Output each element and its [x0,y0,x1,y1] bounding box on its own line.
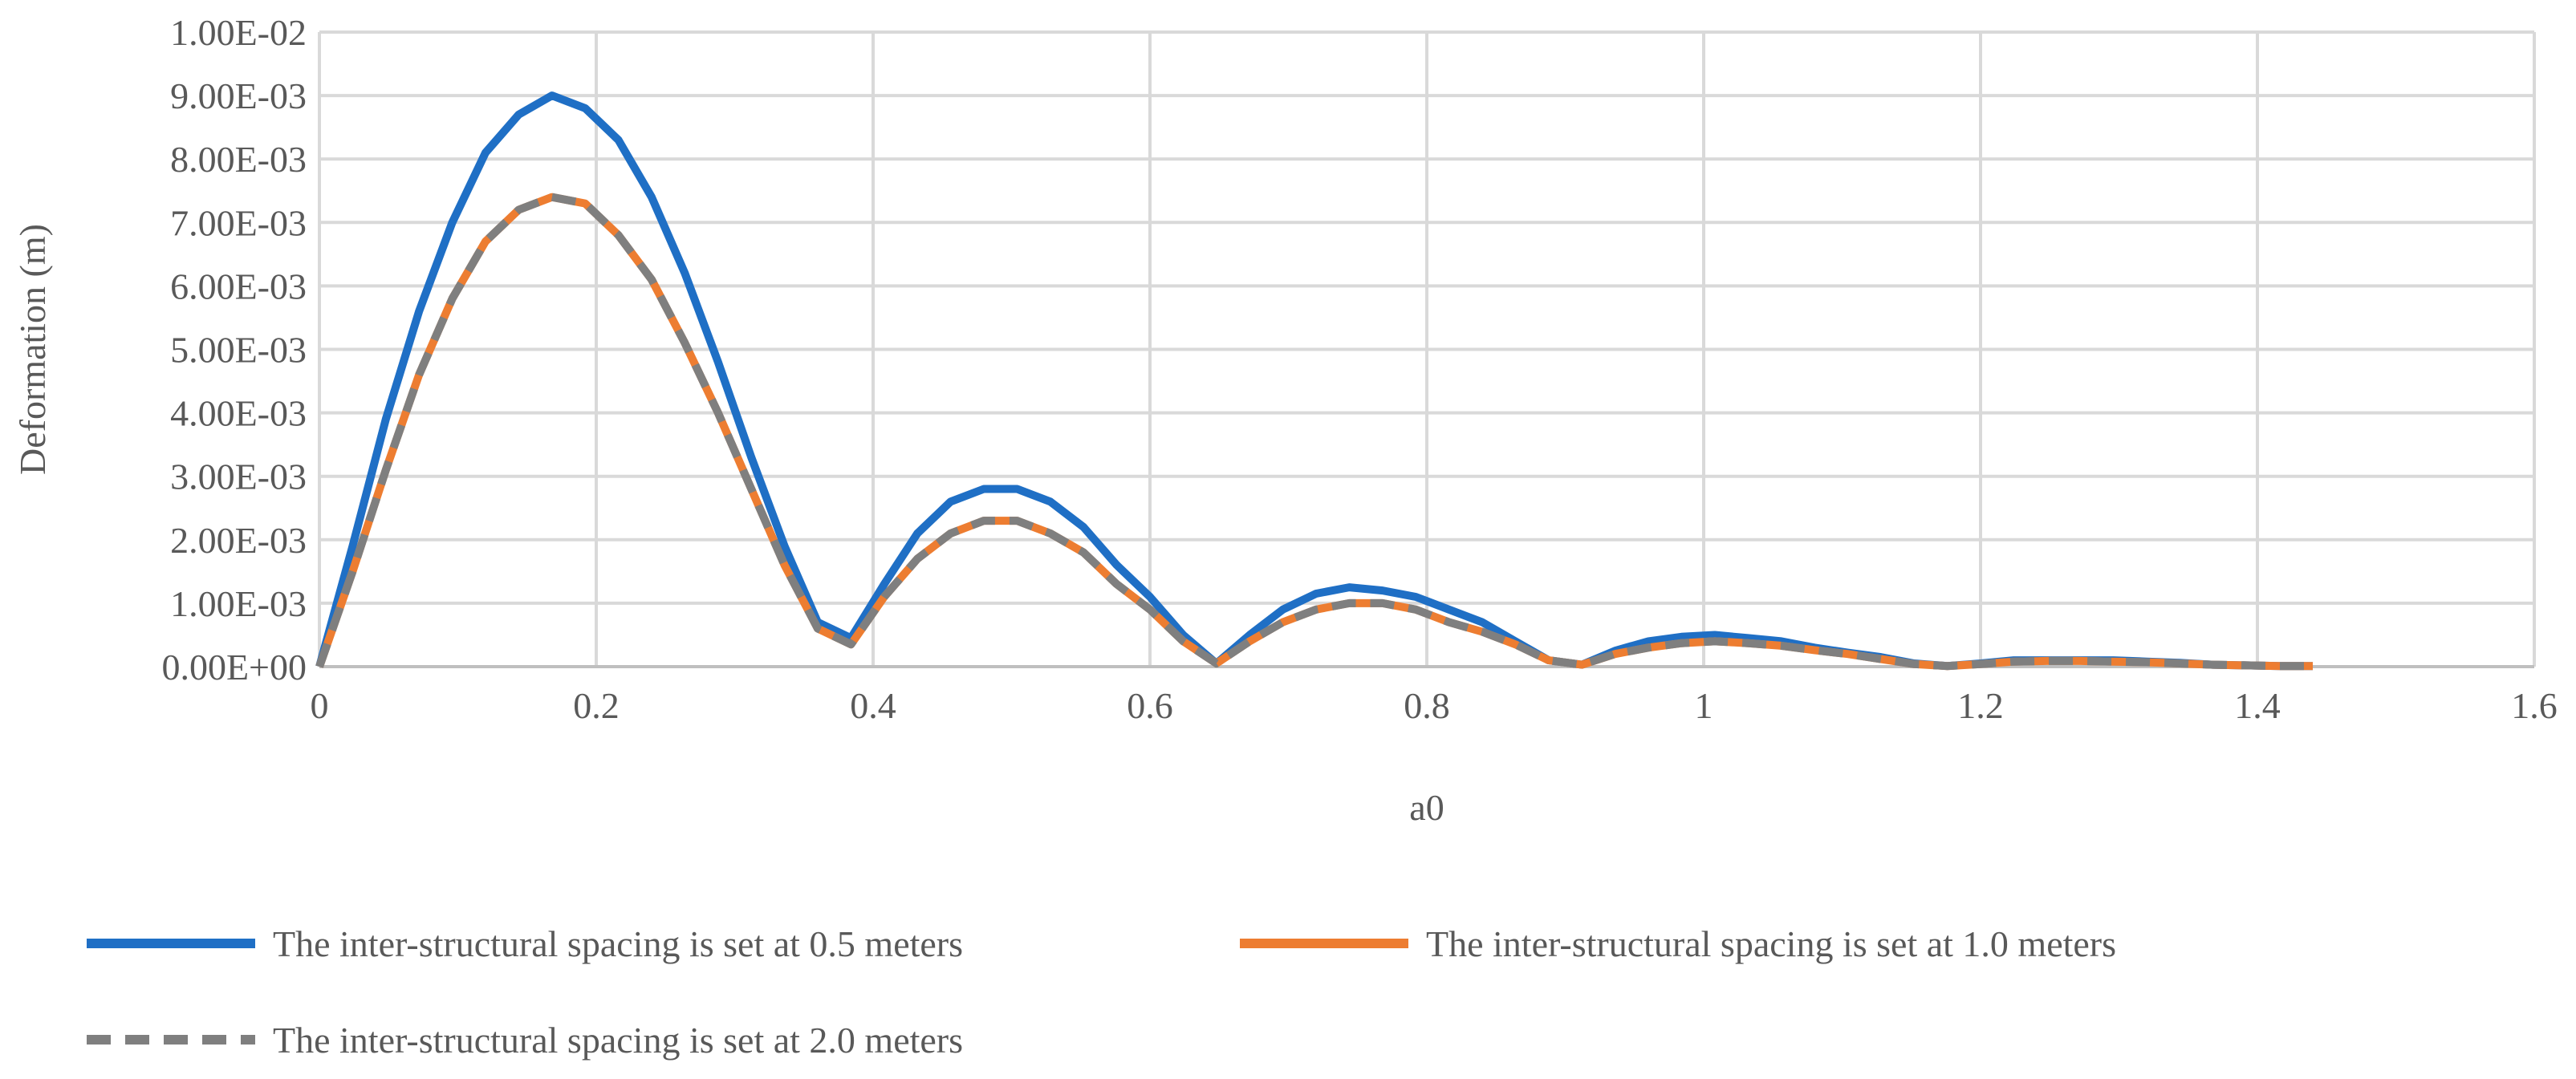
y-tick-label: 0.00E+00 [161,647,307,688]
x-tick-label: 1.2 [1957,685,2004,726]
y-tick-label: 5.00E-03 [170,330,307,371]
x-tick-label: 0.2 [573,685,620,726]
series-lines [315,91,2313,671]
x-tick-label: 1.6 [2511,685,2558,726]
x-tick-label: 0.6 [1127,685,1173,726]
x-tick-label: 1.4 [2234,685,2281,726]
x-tick-label: 0.4 [850,685,896,726]
x-tick-label: 0 [311,685,329,726]
legend: The inter-structural spacing is set at 0… [87,923,2116,1061]
series-line-3 [315,193,2313,671]
series-line-1 [315,91,2313,671]
x-axis-title: a0 [1409,787,1444,828]
tick-labels: 0 0.2 0.4 0.6 0.8 1 1.2 1.4 1.6 0.00E+00 1.00E-03 2… [161,12,2557,726]
y-tick-label: 1.00E-02 [170,12,307,53]
y-tick-label: 1.00E-03 [170,583,307,624]
y-tick-label: 3.00E-03 [170,456,307,497]
y-tick-label: 6.00E-03 [170,266,307,306]
y-tick-label: 7.00E-03 [170,202,307,243]
y-tick-label: 2.00E-03 [170,520,307,561]
grid-lines [318,30,2536,668]
legend-label-1: The inter-structural spacing is set at 0… [273,923,963,964]
y-tick-label: 8.00E-03 [170,139,307,180]
x-tick-label: 1 [1695,685,1713,726]
y-tick-label: 4.00E-03 [170,393,307,434]
legend-label-2: The inter-structural spacing is set at 1… [1426,923,2116,964]
x-tick-label: 0.8 [1404,685,1450,726]
y-tick-label: 9.00E-03 [170,75,307,116]
y-axis-title: Deformation (m) [12,224,53,475]
legend-label-3: The inter-structural spacing is set at 2… [273,1020,963,1061]
